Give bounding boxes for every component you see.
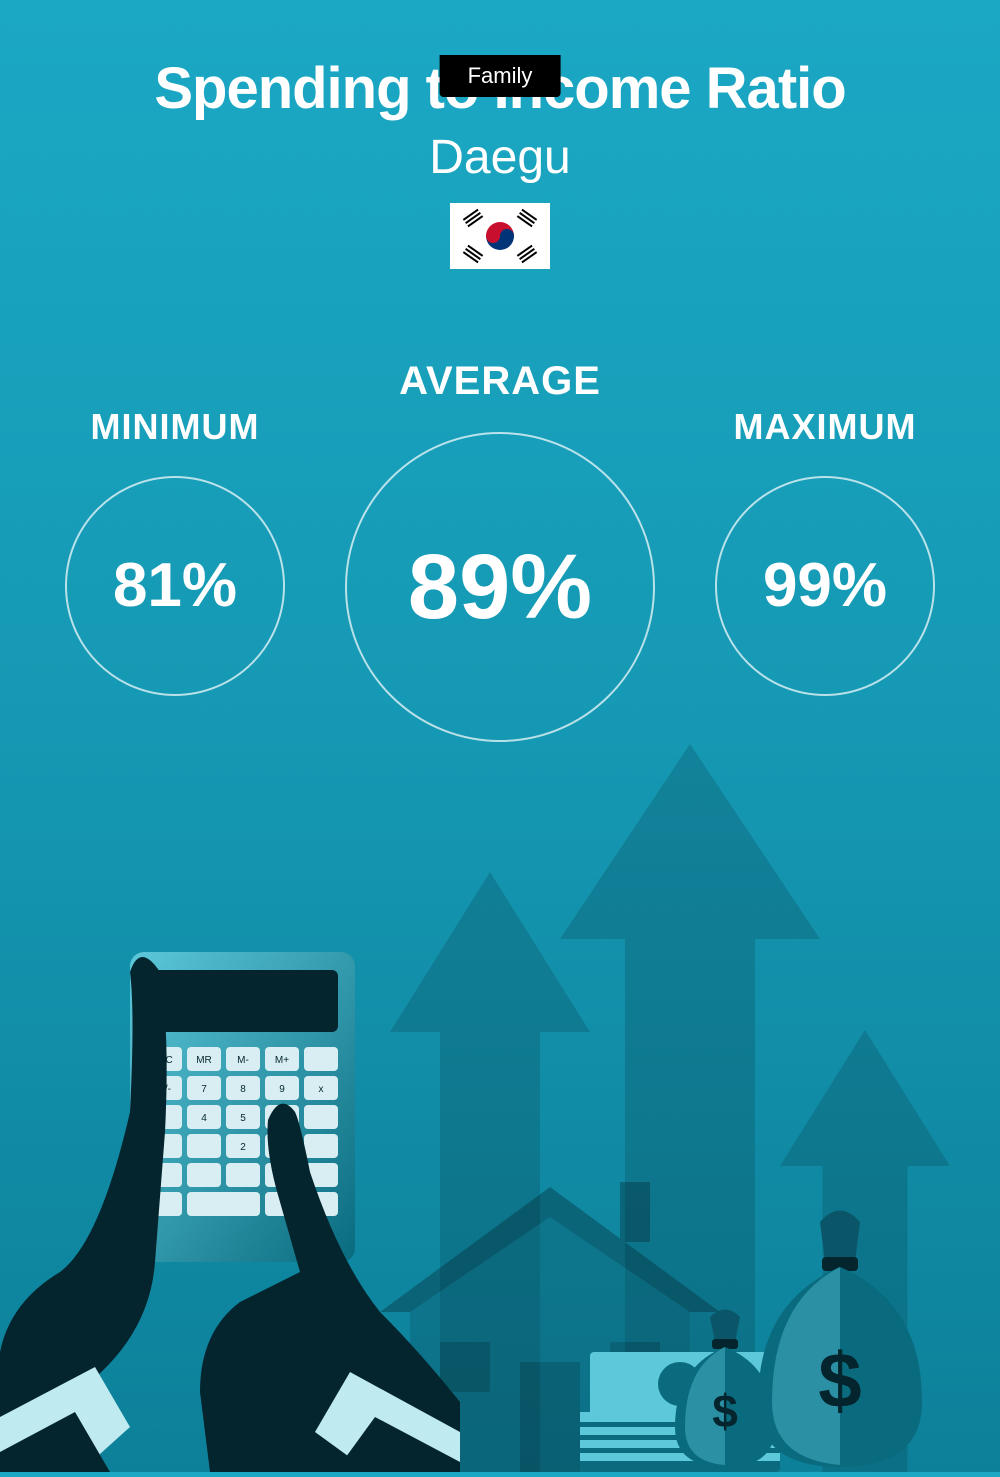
- location-subtitle: Daegu: [0, 130, 1000, 185]
- stat-value: 81%: [113, 550, 237, 621]
- category-badge: Family: [440, 55, 561, 97]
- stat-label: AVERAGE: [399, 359, 601, 404]
- svg-text:x: x: [319, 1084, 324, 1095]
- stat-average: AVERAGE 89%: [345, 359, 655, 742]
- svg-text:MR: MR: [196, 1055, 212, 1066]
- svg-text:M+: M+: [275, 1055, 289, 1066]
- stat-maximum: MAXIMUM 99%: [715, 406, 935, 696]
- svg-text:9: 9: [279, 1084, 285, 1095]
- svg-text:2: 2: [240, 1142, 246, 1153]
- stat-label: MAXIMUM: [734, 406, 917, 448]
- svg-text:M-: M-: [237, 1055, 249, 1066]
- stat-value: 99%: [763, 550, 887, 621]
- stat-minimum: MINIMUM 81%: [65, 406, 285, 696]
- stat-circle: 99%: [715, 476, 935, 696]
- money-bag-icon: $: [750, 1207, 930, 1472]
- flag-icon: [450, 203, 550, 269]
- svg-text:5: 5: [240, 1113, 246, 1124]
- stat-label: MINIMUM: [91, 406, 260, 448]
- svg-text:8: 8: [240, 1084, 246, 1095]
- svg-text:7: 7: [201, 1084, 207, 1095]
- stat-circle: 89%: [345, 432, 655, 742]
- svg-text:$: $: [712, 1385, 738, 1437]
- svg-text:4: 4: [201, 1113, 207, 1124]
- svg-text:$: $: [818, 1336, 861, 1424]
- hands-calculator-icon: MCMRM-M+ +/-789x 45 2: [0, 912, 460, 1472]
- stat-circle: 81%: [65, 476, 285, 696]
- stat-value: 89%: [408, 535, 592, 640]
- illustration-area: $ $: [0, 892, 1000, 1472]
- stats-row: MINIMUM 81% AVERAGE 89% MAXIMUM 99%: [0, 359, 1000, 742]
